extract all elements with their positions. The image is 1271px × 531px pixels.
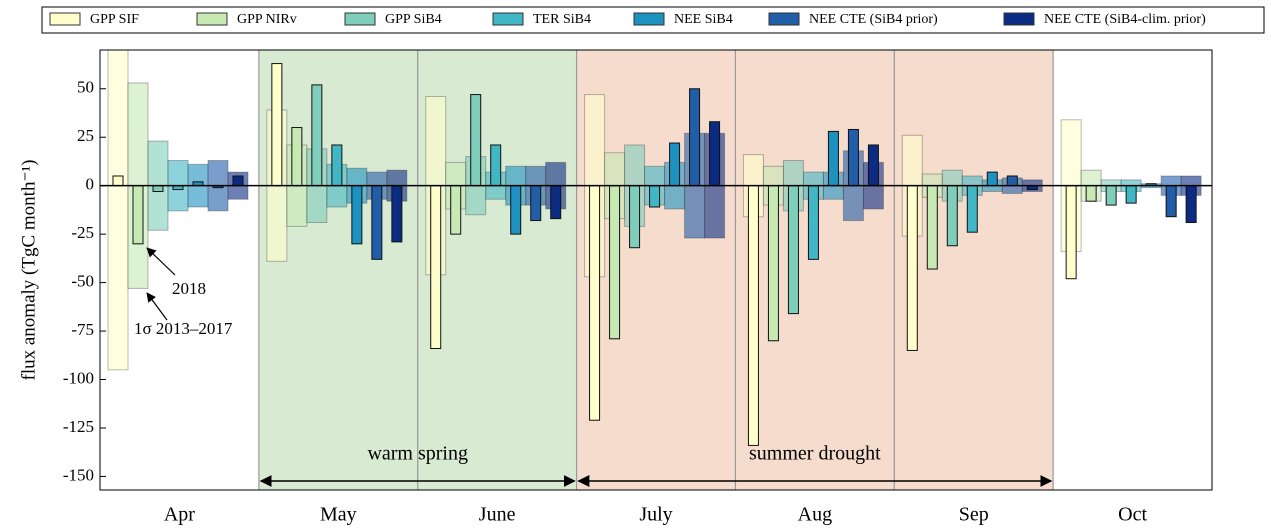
bar <box>767 185 779 342</box>
legend-label: GPP NIRv <box>237 12 297 27</box>
bar <box>1185 185 1197 224</box>
annotation: 1σ 2013–2017 <box>134 319 233 338</box>
plot-frame <box>99 49 1213 491</box>
bar <box>926 185 938 270</box>
bar <box>787 185 799 315</box>
y-tick-label: 50 <box>77 78 94 97</box>
y-tick-label: -25 <box>71 223 94 242</box>
bar <box>1085 185 1097 202</box>
bar <box>867 144 879 187</box>
bar <box>709 121 721 187</box>
bar <box>351 185 363 245</box>
bar <box>1006 175 1018 187</box>
legend-swatch <box>344 12 376 26</box>
legend-label: NEE SiB4 <box>674 12 733 27</box>
y-axis-label: flux anomaly (TgC month⁻¹) <box>18 160 39 381</box>
bar <box>609 185 621 340</box>
y-tick-label: -100 <box>63 368 94 387</box>
bar <box>689 88 701 187</box>
bar <box>271 63 283 187</box>
period-shade <box>576 50 1054 490</box>
bar <box>1065 185 1077 280</box>
legend-label: GPP SiB4 <box>385 12 442 27</box>
bar <box>807 185 819 260</box>
bar <box>510 185 522 235</box>
bar <box>946 185 958 247</box>
bar <box>132 185 144 245</box>
annotation-arrow <box>146 292 168 321</box>
bar <box>629 185 641 249</box>
y-tick-label: -75 <box>71 320 94 339</box>
legend-label: TER SiB4 <box>533 12 591 27</box>
legend-swatch <box>768 12 800 26</box>
bar <box>232 175 244 187</box>
bar <box>371 185 383 260</box>
bar <box>112 175 124 187</box>
bar <box>550 185 562 220</box>
bar <box>669 142 681 187</box>
bar <box>649 185 661 208</box>
legend-swatch <box>633 12 665 26</box>
x-tick-label: June <box>479 504 516 526</box>
legend-swatch <box>492 12 524 26</box>
bar <box>530 185 542 222</box>
bar <box>966 185 978 233</box>
bar <box>747 185 759 446</box>
x-tick-label: Aug <box>798 504 832 526</box>
bar <box>430 185 442 350</box>
bar <box>391 185 403 243</box>
y-tick-label: 0 <box>86 175 95 194</box>
bar <box>450 185 462 235</box>
bar <box>152 185 164 192</box>
y-tick-label: -125 <box>63 417 94 436</box>
bar <box>291 127 303 187</box>
x-tick-label: Apr <box>164 504 195 526</box>
bar <box>331 144 343 187</box>
x-tick-label: May <box>320 504 357 526</box>
legend-swatch <box>196 12 228 26</box>
period-label: warm spring <box>367 443 468 465</box>
y-tick-label: -50 <box>71 272 94 291</box>
sigma-bar <box>107 49 129 371</box>
x-tick-label: July <box>639 504 672 526</box>
bar <box>827 130 839 187</box>
x-tick-label: Sep <box>959 504 989 526</box>
legend-swatch <box>49 12 81 26</box>
legend-label: NEE CTE (SiB4 prior) <box>809 12 938 27</box>
bar <box>490 144 502 187</box>
bar <box>1105 185 1117 206</box>
y-tick-label: 25 <box>77 126 94 145</box>
legend-label: GPP SIF <box>90 12 139 27</box>
bar <box>1125 185 1137 204</box>
legend-swatch <box>1003 12 1035 26</box>
legend-label: NEE CTE (SiB4-clim. prior) <box>1044 12 1206 27</box>
bar <box>1165 185 1177 218</box>
bar <box>311 84 323 187</box>
bar <box>906 185 918 351</box>
annotation-arrow <box>146 247 176 276</box>
period-label: summer drought <box>749 443 881 465</box>
bar <box>470 94 482 187</box>
annotation: 2018 <box>172 279 206 298</box>
bar <box>986 171 998 187</box>
bar <box>847 128 859 187</box>
x-tick-label: Oct <box>1118 504 1147 526</box>
y-tick-label: -150 <box>63 465 94 484</box>
bar <box>589 185 601 421</box>
